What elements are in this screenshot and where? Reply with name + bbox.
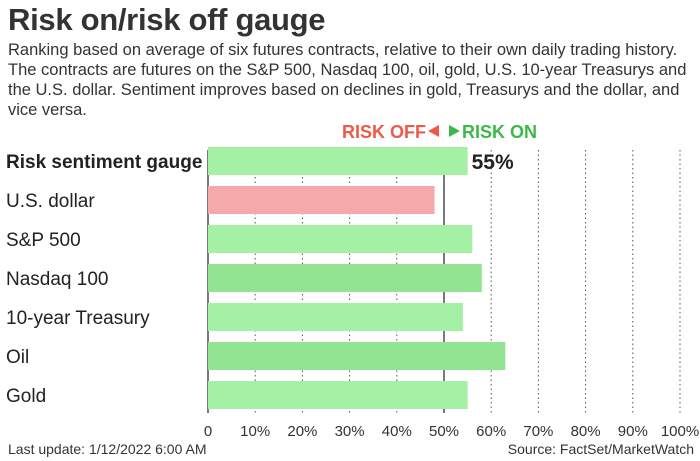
risk-on-arrow-icon [449,125,460,137]
bar-nasdaq-100 [208,264,482,292]
risk-off-label: RISK OFF [342,122,426,142]
chart-title: Risk on/risk off gauge [8,2,326,37]
bar-s-p-500 [208,225,473,253]
bars: 55% [208,147,514,409]
risk-legend: RISK OFF RISK ON [342,122,537,142]
x-tick-label-2: 20% [287,423,317,440]
last-update: Last update: 1/12/2022 6:00 AM [8,441,207,457]
data-label-risk-sentiment-gauge: 55% [472,151,514,174]
bar-risk-sentiment-gauge [208,147,468,175]
category-label-gold: Gold [6,386,46,407]
x-tick-label-6: 60% [476,423,506,440]
category-label-u-s-dollar: U.S. dollar [6,191,95,212]
risk-on-label: RISK ON [462,122,537,142]
x-tick-label-8: 80% [571,423,601,440]
source-note: Source: FactSet/MarketWatch [507,441,694,457]
category-label-nasdaq-100: Nasdaq 100 [6,269,108,290]
category-label-risk-sentiment-gauge: Risk sentiment gauge [6,152,202,173]
x-tick-label-3: 30% [335,423,365,440]
bar-10-year-treasury [208,303,463,331]
category-labels: Risk sentiment gauge U.S. dollar S&P 500 Na… [6,152,202,407]
x-tick-label-5: 50% [429,423,459,440]
x-tick-label-4: 40% [382,423,412,440]
x-tick-label-10: 100% [661,423,699,440]
x-tick-label-9: 90% [618,423,648,440]
category-label-10-year-treasury: 10-year Treasury [6,308,150,329]
bar-u-s-dollar [208,186,435,214]
x-tick-label-7: 70% [523,423,553,440]
category-label-oil: Oil [6,347,29,368]
x-tick-label-0: 0 [204,423,212,440]
category-label-s-p-500: S&P 500 [6,230,81,251]
bar-gold [208,381,468,409]
risk-off-arrow-icon [428,125,439,137]
x-tick-labels: 0 10% 20% 30% 40% 50% 60% 70% 80% 90% 100% [204,423,699,440]
chart-subtitle: Ranking based on average of six futures … [8,41,687,119]
bar-oil [208,342,506,370]
x-tick-label-1: 10% [240,423,270,440]
